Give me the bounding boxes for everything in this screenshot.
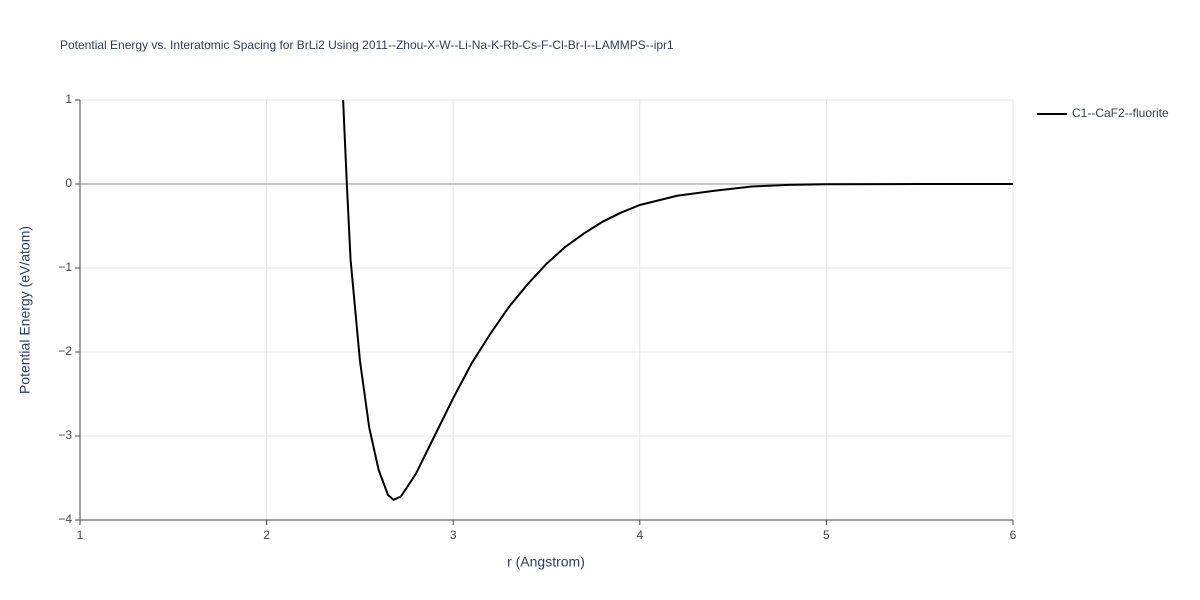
y-tick-label: −2: [58, 344, 72, 358]
x-tick-label: 6: [1010, 528, 1017, 542]
y-tick-label: −1: [58, 260, 72, 274]
x-tick-label: 5: [823, 528, 830, 542]
x-tick-label: 2: [263, 528, 270, 542]
chart-title: Potential Energy vs. Interatomic Spacing…: [60, 38, 674, 52]
x-axis-label: r (Angstrom): [507, 554, 585, 570]
x-tick-label: 3: [450, 528, 457, 542]
y-tick-label: −3: [58, 428, 72, 442]
y-axis-label: Potential Energy (eV/atom): [17, 226, 33, 394]
y-tick-label: 1: [65, 92, 72, 106]
y-tick-label: 0: [65, 176, 72, 190]
legend-label: C1--CaF2--fluorite: [1072, 106, 1169, 120]
y-tick-label: −4: [58, 512, 72, 526]
x-tick-label: 1: [77, 528, 84, 542]
line-series: [342, 99, 1013, 502]
x-tick-label: 4: [636, 528, 643, 542]
